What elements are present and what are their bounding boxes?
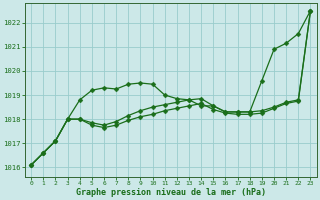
X-axis label: Graphe pression niveau de la mer (hPa): Graphe pression niveau de la mer (hPa) bbox=[76, 188, 266, 197]
